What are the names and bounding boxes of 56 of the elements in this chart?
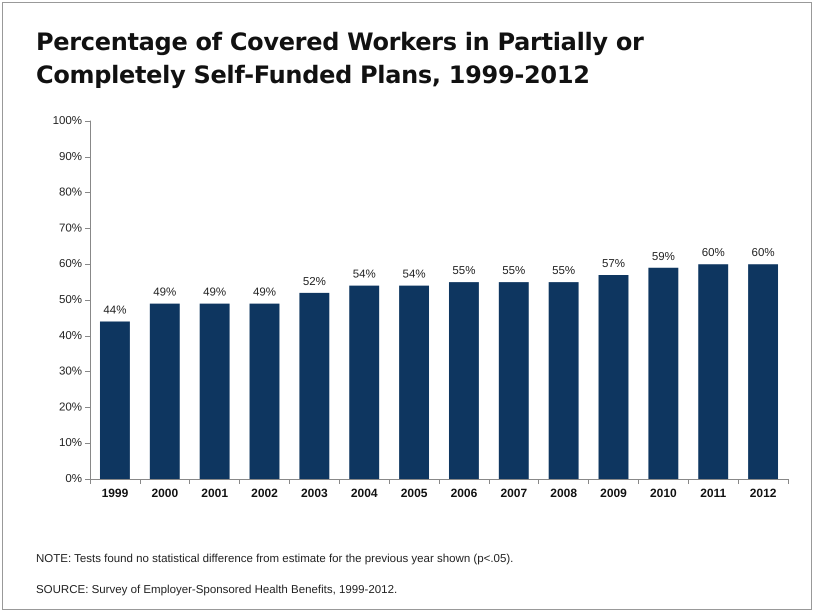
data-label: 60%	[702, 247, 725, 260]
bar	[299, 292, 330, 479]
bar	[100, 321, 130, 479]
y-tick-label: 20%	[58, 401, 82, 414]
data-label: 55%	[452, 265, 476, 278]
x-tick-label: 2006	[450, 486, 478, 500]
bar	[200, 304, 230, 479]
data-label: 49%	[153, 286, 176, 299]
bar	[349, 286, 380, 479]
data-label: 54%	[402, 268, 426, 281]
bar	[598, 274, 628, 479]
x-tick-label: 2012	[750, 486, 777, 500]
bar	[250, 304, 280, 479]
bar	[548, 282, 579, 479]
x-tick-label: 2008	[550, 486, 578, 500]
data-label: 59%	[652, 250, 675, 263]
data-label: 44%	[103, 304, 126, 316]
bar	[648, 268, 678, 479]
x-tick-label: 2009	[600, 486, 628, 500]
data-label: 55%	[502, 265, 526, 278]
bar	[448, 282, 479, 479]
y-tick-label: 100%	[52, 115, 82, 127]
data-label: 52%	[302, 276, 326, 288]
x-tick-label: 2004	[350, 486, 378, 500]
x-tick-label: 2010	[650, 486, 678, 500]
y-tick-label: 80%	[58, 186, 82, 199]
chart-title: Percentage of Covered Workers in Partially or Completely Self-Funded Plans, 1999-2012	[36, 27, 645, 91]
x-tick-label: 2005	[400, 486, 428, 500]
x-tick-label: 2000	[151, 486, 178, 500]
y-tick-label: 30%	[58, 366, 82, 378]
data-label: 54%	[352, 268, 376, 281]
y-tick-label: 10%	[58, 437, 82, 450]
y-tick-label: 50%	[58, 294, 82, 306]
y-tick-label: 90%	[58, 150, 82, 163]
y-tick-label: 60%	[58, 258, 82, 270]
bar	[698, 264, 728, 479]
y-tick-label: 0%	[65, 473, 82, 485]
text: NOTE: Tests found no statistical difference from estimate for the previous year shown (p<.05).	[36, 553, 514, 565]
data-label: 55%	[552, 265, 576, 278]
y-tick-label: 40%	[58, 330, 82, 342]
bar	[150, 304, 180, 479]
x-tick-label: 2007	[500, 486, 528, 500]
data-label: 49%	[252, 286, 276, 299]
bar	[498, 282, 529, 479]
x-tick-label: 2003	[301, 486, 328, 500]
x-tick-label: 1999	[102, 486, 129, 500]
data-label: 57%	[602, 258, 626, 270]
x-tick-label: 2011	[700, 486, 727, 500]
source-note: SOURCE: Survey of Employer-Sponsored Health Benefits, 1999-2012.	[36, 584, 398, 596]
x-tick-label: 2001	[201, 486, 228, 500]
data-label: 60%	[752, 247, 775, 260]
x-tick-label: 2002	[251, 486, 278, 500]
data-label: 49%	[203, 286, 226, 299]
bar	[748, 264, 778, 479]
y-tick-label: 70%	[58, 222, 82, 234]
bar	[399, 286, 430, 479]
